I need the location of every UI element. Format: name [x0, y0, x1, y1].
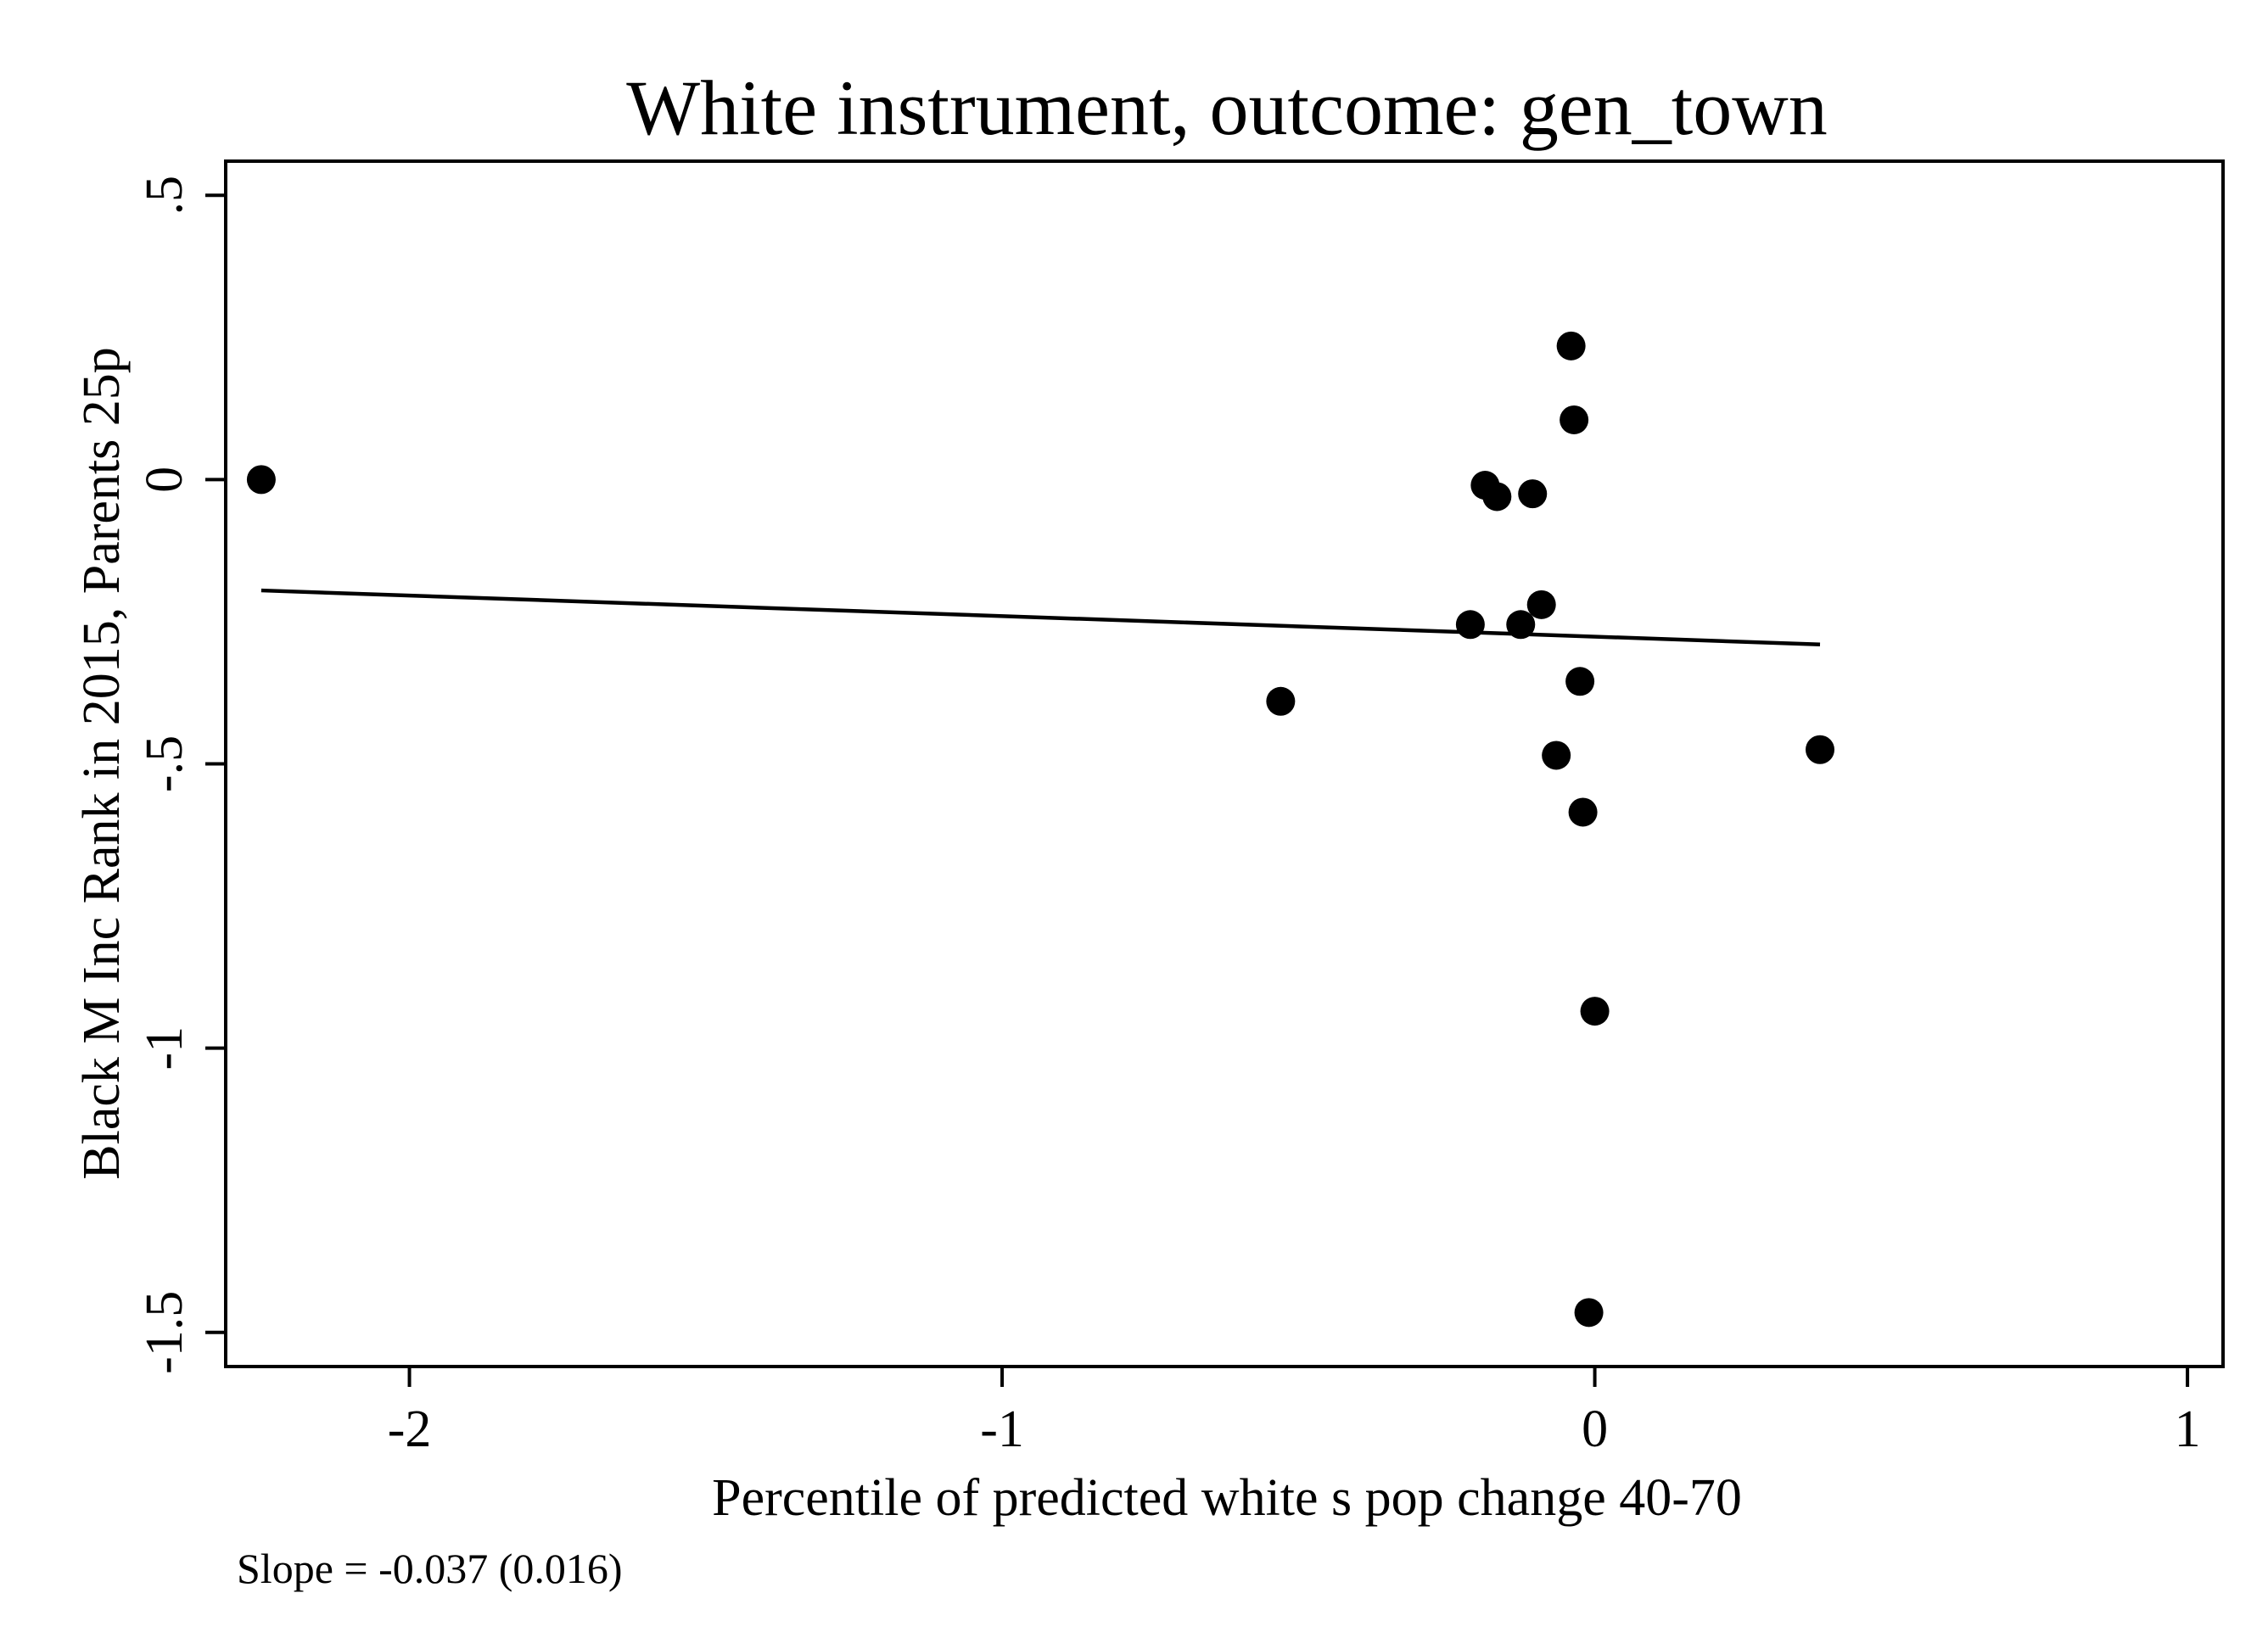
- scatter-point: [1455, 610, 1485, 640]
- scatter-points: [246, 331, 1835, 1328]
- fit-line-group: [260, 588, 1821, 646]
- x-axis: -2 -1 0 1: [388, 1367, 2201, 1458]
- scatter-point: [1580, 997, 1610, 1026]
- x-tick-label: 0: [1582, 1400, 1608, 1458]
- scatter-point: [1574, 1298, 1604, 1328]
- scatter-point: [1542, 741, 1571, 770]
- chart-title: White instrument, outcome: gen_town: [626, 64, 1828, 151]
- scatter-point: [1568, 797, 1598, 827]
- y-tick-label: -1: [136, 1026, 193, 1070]
- x-tick-label: -2: [388, 1400, 432, 1458]
- x-axis-label: Percentile of predicted white s pop chan…: [712, 1469, 1742, 1527]
- scatter-point: [246, 465, 276, 495]
- y-axis: .5 0 -.5 -1 -1.5: [136, 176, 226, 1374]
- y-tick-label: -.5: [136, 735, 193, 792]
- scatter-point: [1482, 482, 1512, 511]
- y-axis-label: Black M Inc Rank in 2015, Parents 25p: [73, 347, 131, 1180]
- scatter-point: [1518, 479, 1548, 509]
- scatter-point: [1565, 667, 1595, 696]
- scatter-point: [1556, 331, 1586, 361]
- x-tick-label: -1: [980, 1400, 1024, 1458]
- x-tick-label: 1: [2175, 1400, 2201, 1458]
- scatter-point: [1506, 610, 1536, 640]
- fit-line: [260, 588, 1821, 646]
- scatter-point: [1806, 735, 1835, 764]
- scatter-point: [1266, 686, 1296, 716]
- y-tick-label: .5: [136, 176, 193, 215]
- y-tick-label: -1.5: [136, 1291, 193, 1374]
- scatter-point: [1526, 590, 1556, 619]
- scatter-point: [1560, 405, 1589, 434]
- y-tick-label: 0: [136, 467, 193, 493]
- slope-annotation: Slope = -0.037 (0.016): [237, 1545, 623, 1592]
